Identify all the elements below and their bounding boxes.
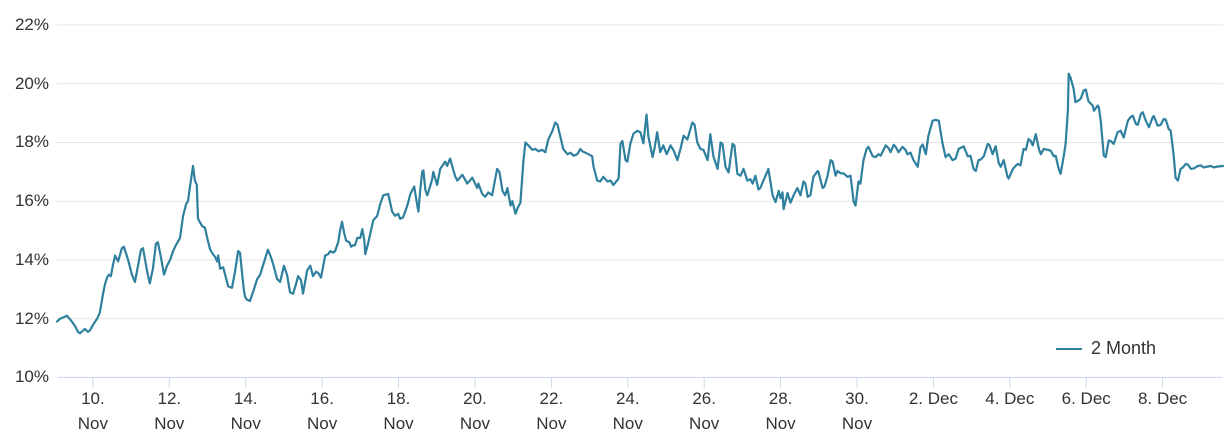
x-axis-label-18-Nov: 18. Nov bbox=[383, 389, 414, 433]
y-axis-label-10%: 10% bbox=[14, 367, 49, 387]
x-axis-label-30-Nov: 30. Nov bbox=[841, 389, 873, 433]
x-axis-label-26-Nov: 26. Nov bbox=[689, 389, 720, 433]
x-axis-label-24-Nov: 24. Nov bbox=[612, 389, 643, 433]
y-axis-label-18%: 18% bbox=[14, 132, 49, 152]
x-axis-label-10-Nov: 10. Nov bbox=[77, 389, 109, 433]
x-axis-label-20-Nov: 20. Nov bbox=[459, 389, 491, 433]
x-axis bbox=[57, 376, 1223, 388]
y-axis-label-16%: 16% bbox=[14, 191, 49, 211]
x-axis-label-22-Nov: 22. Nov bbox=[536, 389, 567, 433]
gridlines bbox=[57, 24, 1223, 320]
legend-item-2-month[interactable]: 2 Month bbox=[1055, 338, 1156, 359]
x-axis-label-14-Nov: 14. Nov bbox=[230, 389, 261, 433]
x-axis-label-6Dec: 6. Dec bbox=[1061, 389, 1111, 408]
series-lines bbox=[55, 72, 1225, 335]
y-axis-label-12%: 12% bbox=[14, 308, 49, 328]
x-axis-label-12-Nov: 12. Nov bbox=[154, 389, 185, 433]
x-axis-label-28-Nov: 28. Nov bbox=[765, 389, 796, 433]
y-axis-label-14%: 14% bbox=[14, 249, 49, 269]
legend-label: 2 Month bbox=[1090, 338, 1156, 358]
y-axis-label-22%: 22% bbox=[14, 15, 49, 34]
x-axis-label-2Dec: 2. Dec bbox=[908, 389, 958, 408]
series-line-2-month[interactable] bbox=[55, 72, 1225, 335]
x-axis-label-8Dec: 8. Dec bbox=[1138, 389, 1188, 408]
x-axis-label-16-Nov: 16. Nov bbox=[307, 389, 338, 433]
y-axis-label-20%: 20% bbox=[14, 73, 49, 93]
legend-line-icon bbox=[1055, 347, 1082, 350]
x-axis-label-4Dec: 4. Dec bbox=[985, 389, 1035, 408]
